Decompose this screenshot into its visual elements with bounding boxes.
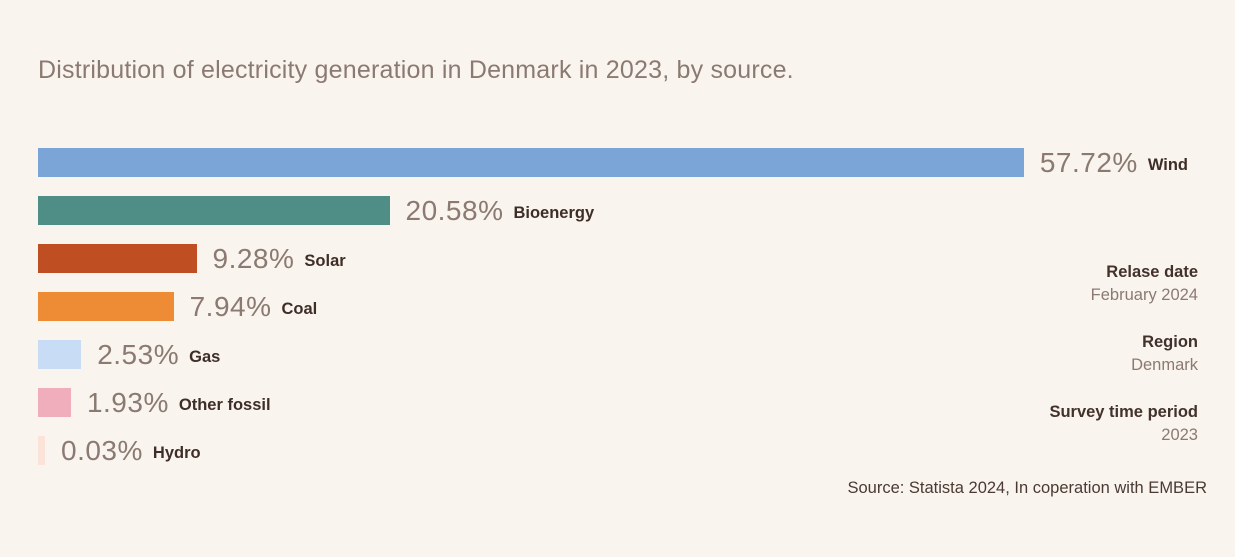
bar-row: 20.58% Bioenergy xyxy=(38,194,1188,226)
bar-label: Gas xyxy=(189,347,221,366)
bar-label: Wind xyxy=(1147,155,1188,174)
bar-chart: 57.72% Wind 20.58% Bioenergy 9.28% Solar 7.94%… xyxy=(38,146,1188,484)
bar-value: 1.93% xyxy=(86,386,169,418)
meta-group-region: Region Denmark xyxy=(1049,331,1198,377)
bar-row: 1.93% Other fossil xyxy=(38,386,1188,418)
meta-label: Relase date xyxy=(1106,263,1198,281)
bar-other-fossil xyxy=(38,388,71,417)
meta-value: Denmark xyxy=(1131,356,1198,374)
meta-label: Survey time period xyxy=(1049,403,1198,421)
bar-label: Hydro xyxy=(152,443,201,462)
meta-group-release-date: Relase date February 2024 xyxy=(1049,261,1198,307)
bar-value: 20.58% xyxy=(405,194,504,226)
bar-label: Other fossil xyxy=(178,395,271,414)
meta-value: February 2024 xyxy=(1090,286,1198,304)
meta-group-survey-period: Survey time period 2023 xyxy=(1049,401,1198,447)
bar-value: 2.53% xyxy=(97,338,180,370)
bar-row: 2.53% Gas xyxy=(38,338,1188,370)
bar-value: 0.03% xyxy=(61,434,143,466)
bar-coal xyxy=(38,292,174,321)
bar-row: 7.94% Coal xyxy=(38,290,1188,322)
bar-row: 9.28% Solar xyxy=(38,242,1188,274)
bar-wind xyxy=(38,148,1024,177)
bar-value: 7.94% xyxy=(189,290,272,322)
bar-gas xyxy=(38,340,82,369)
meta-panel: Relase date February 2024 Region Denmark… xyxy=(1049,261,1198,471)
bar-value: 57.72% xyxy=(1039,146,1138,178)
bar-label: Bioenergy xyxy=(513,203,595,222)
meta-label: Region xyxy=(1142,333,1198,351)
source-line: Source: Statista 2024, In coperation wit… xyxy=(847,479,1207,497)
chart-title: Distribution of electricity generation i… xyxy=(38,56,794,84)
bar-row: 57.72% Wind xyxy=(38,146,1188,178)
bar-hydro xyxy=(38,436,45,465)
bar-bioenergy xyxy=(38,196,390,225)
bar-value: 9.28% xyxy=(212,242,295,274)
bar-label: Solar xyxy=(304,251,346,270)
bar-solar xyxy=(38,244,197,273)
meta-value: 2023 xyxy=(1161,426,1198,444)
bar-label: Coal xyxy=(281,299,318,318)
bar-row: 0.03% Hydro xyxy=(38,434,1188,466)
